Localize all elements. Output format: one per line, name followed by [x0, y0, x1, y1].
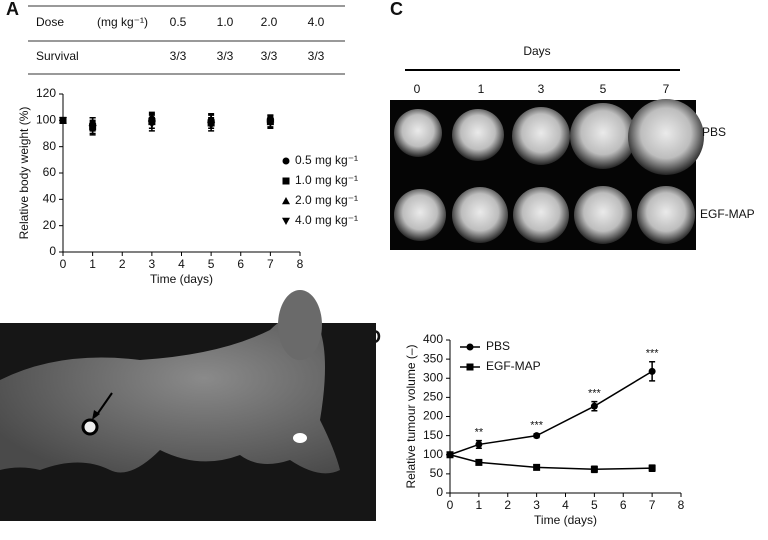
legend-label: 0.5 mg kg⁻¹ — [295, 153, 358, 167]
y-tick-label: 60 — [43, 165, 57, 179]
x-tick-label: 3 — [533, 498, 540, 512]
marker — [648, 367, 656, 375]
table-cell: Survival — [36, 49, 79, 63]
marker — [266, 119, 275, 127]
y-tick-label: 350 — [423, 351, 443, 365]
row-label: EGF-MAP — [700, 207, 755, 221]
y-tick-label: 80 — [43, 139, 57, 153]
x-tick-label: 0 — [60, 257, 67, 271]
y-tick-label: 200 — [423, 409, 443, 423]
y-tick-label: 40 — [43, 192, 57, 206]
day-label: 0 — [414, 82, 421, 96]
marker — [466, 363, 474, 371]
y-tick-label: 20 — [43, 218, 57, 232]
y-tick-label: 300 — [423, 370, 443, 384]
table-cell: 0.5 — [170, 15, 187, 29]
y-tick-label: 120 — [36, 86, 56, 100]
mouse-image — [0, 290, 376, 521]
table-cell: 3/3 — [261, 49, 278, 63]
table-cell: 3/3 — [217, 49, 234, 63]
legend-label: 2.0 mg kg⁻¹ — [295, 193, 358, 207]
marker — [533, 432, 541, 440]
marker — [207, 122, 216, 130]
x-tick-label: 4 — [178, 257, 185, 271]
table-cell: 4.0 — [308, 15, 325, 29]
day-label: 5 — [600, 82, 607, 96]
day-label: 3 — [538, 82, 545, 96]
marker — [648, 464, 656, 472]
x-tick-label: 1 — [476, 498, 483, 512]
table-cell: 2.0 — [261, 15, 278, 29]
table-cell: (mg kg⁻¹) — [97, 15, 148, 29]
axis-title: Days — [523, 44, 550, 58]
marker — [475, 458, 483, 466]
x-tick-label: 1 — [89, 257, 96, 271]
x-tick-label: 8 — [678, 498, 685, 512]
x-tick-label: 0 — [447, 498, 454, 512]
day-label: 7 — [663, 82, 670, 96]
x-tick-label: 6 — [237, 257, 244, 271]
x-axis-title: Time (days) — [150, 272, 213, 286]
y-tick-label: 100 — [36, 113, 56, 127]
legend-label: EGF-MAP — [486, 359, 541, 373]
marker — [282, 197, 290, 205]
significance: *** — [588, 387, 602, 399]
day-label: 1 — [478, 82, 485, 96]
marker — [446, 451, 454, 459]
x-tick-label: 3 — [149, 257, 156, 271]
marker — [282, 157, 290, 165]
y-tick-label: 150 — [423, 428, 443, 442]
marker — [282, 177, 290, 185]
y-tick-label: 0 — [49, 244, 56, 258]
legend-label: 4.0 mg kg⁻¹ — [295, 213, 358, 227]
marker — [147, 121, 156, 129]
marker — [475, 440, 483, 448]
x-tick-label: 8 — [297, 257, 304, 271]
table-cell: 3/3 — [170, 49, 187, 63]
x-tick-label: 5 — [208, 257, 215, 271]
y-tick-label: 50 — [430, 466, 444, 480]
marker — [282, 217, 290, 225]
y-axis-title: Relative body weight (%) — [17, 107, 31, 240]
marker — [59, 117, 67, 125]
table-cell: Dose — [36, 15, 64, 29]
x-tick-label: 7 — [649, 498, 656, 512]
marker — [590, 465, 598, 473]
marker — [533, 463, 541, 471]
table — [28, 5, 345, 75]
legend-label: 1.0 mg kg⁻¹ — [295, 173, 358, 187]
panel-label: A — [6, 0, 19, 19]
table-cell: 3/3 — [308, 49, 325, 63]
x-tick-label: 6 — [620, 498, 627, 512]
y-axis-title: Relative tumour volume (–) — [404, 344, 418, 488]
y-tick-label: 0 — [436, 485, 443, 499]
x-axis-title: Time (days) — [534, 513, 597, 527]
marker — [88, 125, 97, 133]
significance: *** — [646, 348, 660, 360]
table-cell: 1.0 — [217, 15, 234, 29]
significance: *** — [530, 420, 544, 432]
y-tick-label: 100 — [423, 447, 443, 461]
row-label: PBS — [702, 125, 726, 139]
tumour-images — [390, 99, 704, 250]
x-tick-label: 4 — [562, 498, 569, 512]
marker — [466, 343, 474, 351]
y-tick-label: 250 — [423, 390, 443, 404]
legend-label: PBS — [486, 339, 510, 353]
x-tick-label: 2 — [504, 498, 511, 512]
marker — [590, 402, 598, 410]
significance: ** — [475, 427, 484, 439]
x-tick-label: 2 — [119, 257, 126, 271]
panel-label: C — [390, 0, 403, 19]
x-tick-label: 7 — [267, 257, 274, 271]
y-tick-label: 400 — [423, 332, 443, 346]
x-tick-label: 5 — [591, 498, 598, 512]
